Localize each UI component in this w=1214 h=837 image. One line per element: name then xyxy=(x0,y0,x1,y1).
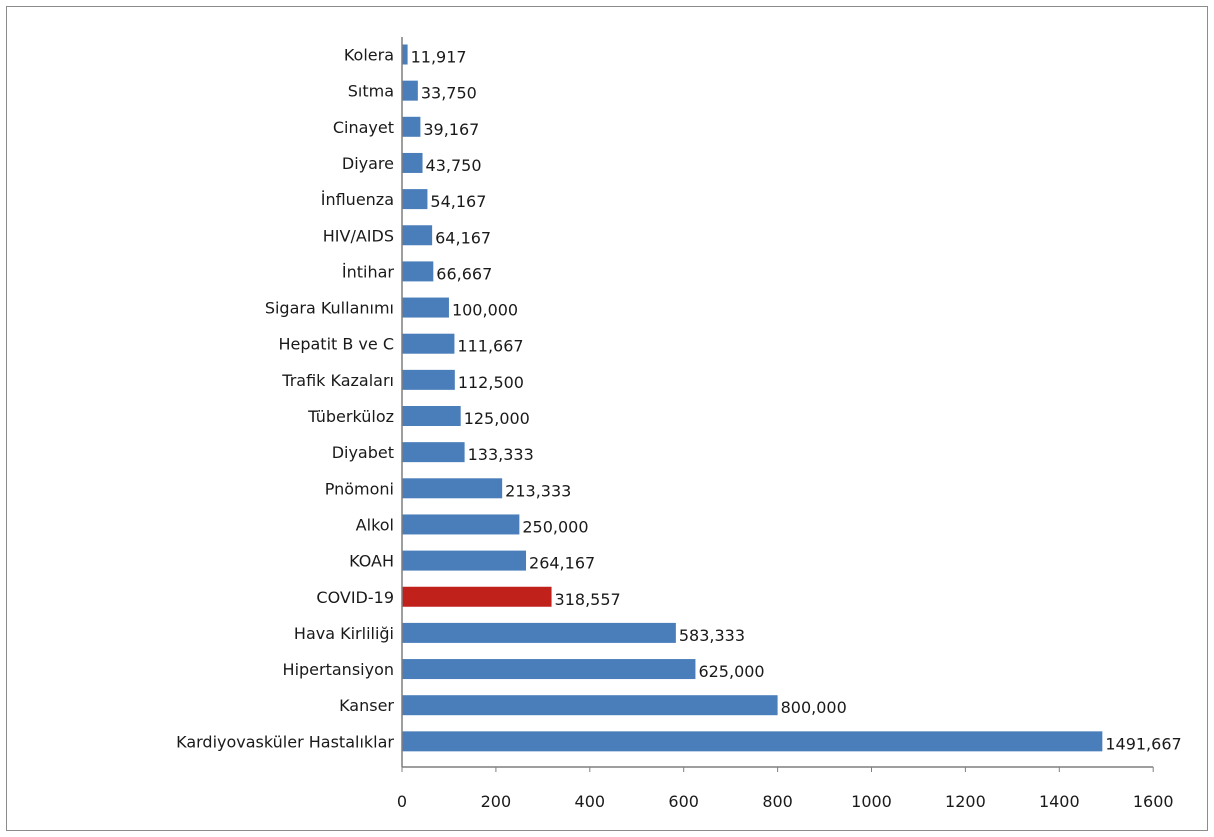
bar-9 xyxy=(402,333,455,354)
bar-4 xyxy=(402,152,423,173)
category-label: Tüberküloz xyxy=(307,407,394,426)
value-label: 112,500 xyxy=(458,373,524,392)
value-label: 66,667 xyxy=(436,264,492,283)
category-label: Hepatit B ve C xyxy=(278,335,394,354)
bar-20 xyxy=(402,731,1103,752)
axis-layer xyxy=(401,37,1154,772)
bar-6 xyxy=(402,225,433,246)
category-label: Kanser xyxy=(339,696,394,715)
x-tick-label: 1400 xyxy=(1039,792,1080,811)
value-label: 64,167 xyxy=(435,228,491,247)
x-tick-label: 0 xyxy=(397,792,407,811)
x-tick-label: 600 xyxy=(668,792,699,811)
bar-chart: Kolera Sıtma Cinayet Diyare İnfluenza HIV/AID… xyxy=(176,37,1182,811)
value-label: 33,750 xyxy=(421,84,477,103)
bar-12 xyxy=(402,442,465,463)
value-label: 11,917 xyxy=(411,48,467,67)
value-label: 125,000 xyxy=(464,409,530,428)
value-label: 39,167 xyxy=(423,120,479,139)
category-label: KOAH xyxy=(349,552,394,571)
x-tick-label: 1600 xyxy=(1133,792,1174,811)
category-label: Kolera xyxy=(344,46,394,65)
category-label: Hava Kirliliği xyxy=(294,624,394,643)
x-tick-labels: 0 200 400 600 800 1000 1200 1400 1600 xyxy=(397,792,1174,811)
category-label: Pnömoni xyxy=(325,479,394,498)
bar-7 xyxy=(402,261,434,282)
value-label: 800,000 xyxy=(781,698,847,717)
bar-13 xyxy=(402,478,503,499)
category-label: Kardiyovasküler Hastalıklar xyxy=(176,732,394,751)
bar-8 xyxy=(402,297,449,318)
category-label: İntihar xyxy=(342,262,395,281)
bars-layer xyxy=(402,44,1103,752)
chart-frame: Kolera Sıtma Cinayet Diyare İnfluenza HIV/AID… xyxy=(6,6,1208,831)
value-label: 625,000 xyxy=(698,662,764,681)
bar-3 xyxy=(402,116,421,137)
category-label: HIV/AIDS xyxy=(323,226,394,245)
category-label: Sıtma xyxy=(348,82,394,101)
category-label: Diyabet xyxy=(332,443,394,462)
value-label: 43,750 xyxy=(426,156,482,175)
category-labels: Kolera Sıtma Cinayet Diyare İnfluenza HIV/AID… xyxy=(176,46,394,752)
x-tick-label: 800 xyxy=(762,792,793,811)
x-tick-label: 1000 xyxy=(851,792,892,811)
category-label: Sigara Kullanımı xyxy=(265,299,394,318)
value-label: 583,333 xyxy=(679,626,745,645)
value-label: 264,167 xyxy=(529,554,595,573)
value-label: 1491,667 xyxy=(1105,734,1181,753)
category-label: İnfluenza xyxy=(321,190,394,209)
bar-5 xyxy=(402,189,428,210)
bar-10 xyxy=(402,369,455,390)
bar-17 xyxy=(402,622,676,643)
category-label: Cinayet xyxy=(333,118,394,137)
category-label: Hipertansiyon xyxy=(283,660,394,679)
category-label: Trafik Kazaları xyxy=(281,371,394,390)
bar-2 xyxy=(402,80,418,101)
value-label: 250,000 xyxy=(522,517,588,536)
bar-14 xyxy=(402,514,520,535)
x-tick-label: 400 xyxy=(575,792,606,811)
value-label: 54,167 xyxy=(430,192,486,211)
bar-19 xyxy=(402,695,778,716)
category-label: Diyare xyxy=(342,154,394,173)
bar-1 xyxy=(402,44,408,65)
value-labels: 11,917 33,750 39,167 43,750 54,167 64,167 66,6… xyxy=(411,48,1182,754)
bar-16 xyxy=(402,586,552,607)
value-label: 111,667 xyxy=(457,337,523,356)
bar-18 xyxy=(402,659,696,680)
value-label: 133,333 xyxy=(468,445,534,464)
value-label: 318,557 xyxy=(555,590,621,609)
x-tick-label: 200 xyxy=(481,792,512,811)
x-tick-label: 1200 xyxy=(945,792,986,811)
value-label: 213,333 xyxy=(505,481,571,500)
category-label: Alkol xyxy=(356,515,394,534)
value-label: 100,000 xyxy=(452,301,518,320)
bar-15 xyxy=(402,550,527,571)
category-label: COVID-19 xyxy=(316,588,394,607)
bar-11 xyxy=(402,406,461,426)
